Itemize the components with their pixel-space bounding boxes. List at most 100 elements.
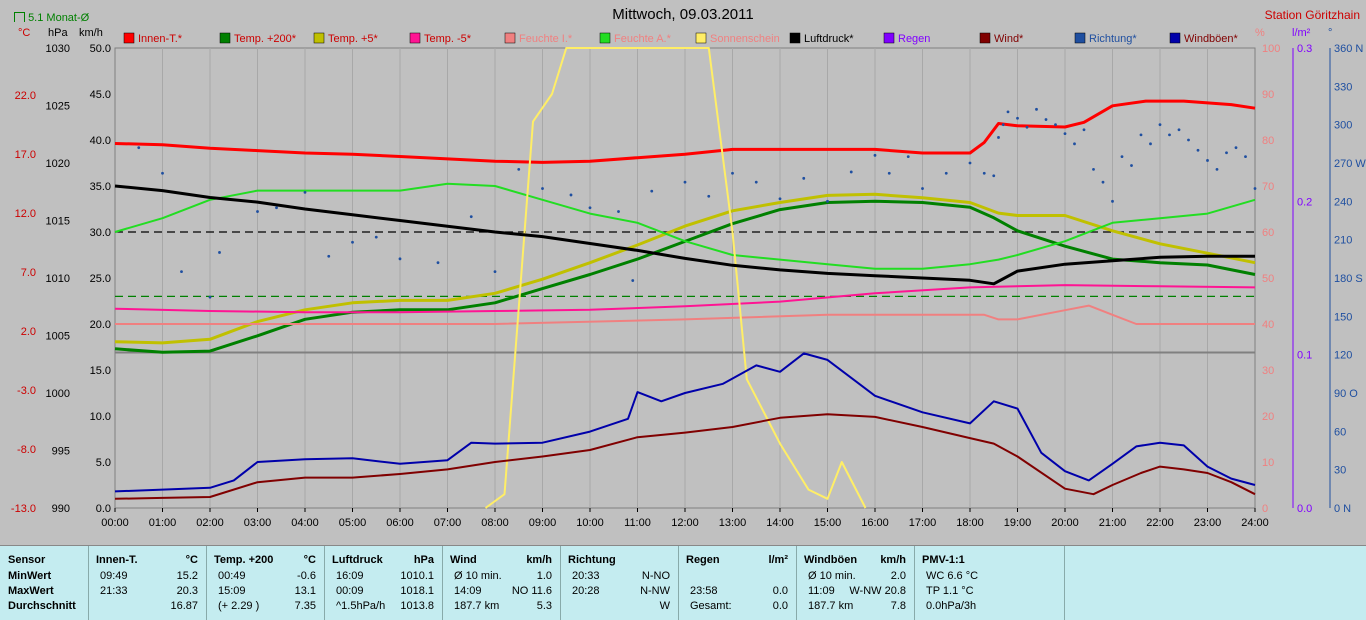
stats-row-label: 15:09 — [218, 585, 246, 597]
stats-row-label: 11:09 — [808, 585, 835, 597]
unit-percent: % — [1255, 27, 1265, 39]
direction-point — [873, 153, 877, 157]
stats-row-value: 7.35 — [294, 600, 316, 612]
stats-column: Innen-T. °C 09:49 15.2 21:33 20.3 16.87 — [88, 546, 207, 620]
stats-column-title: PMV-1:1 — [922, 554, 965, 566]
direction-point — [826, 199, 829, 203]
stats-row-value: W — [659, 600, 670, 612]
direction-point — [218, 251, 221, 254]
x-tick-label: 04:00 — [291, 517, 319, 529]
direction-point — [469, 215, 473, 219]
humidity-axis-label: 70 — [1262, 181, 1274, 193]
wind-axis-label: 40.0 — [90, 135, 111, 147]
humidity-axis-label: 50 — [1262, 273, 1274, 285]
stats-row-value: NO 11.6 — [511, 585, 552, 597]
x-tick-label: 18:00 — [956, 517, 984, 529]
stats-row-value: 13.1 — [294, 585, 316, 597]
stats-column-title: Richtung — [568, 554, 616, 566]
direction-point — [137, 146, 141, 150]
direction-axis-label: 60 — [1334, 426, 1346, 438]
x-tick-label: 23:00 — [1194, 517, 1222, 529]
legend-label: Regen — [898, 33, 930, 45]
wind-axis-label: 0.0 — [96, 503, 111, 515]
direction-point — [631, 279, 635, 282]
direction-point — [1073, 142, 1076, 146]
direction-point — [256, 210, 259, 213]
pressure-axis-label: 1010 — [46, 273, 70, 285]
x-tick-label: 16:00 — [861, 517, 889, 529]
wind-axis-label: 45.0 — [90, 89, 111, 101]
weather-chart: 00:00 01:00 02:00 03:00 04:00 05:00 06:00 07:00… — [11, 32, 1366, 529]
humidity-axis-label: 80 — [1262, 135, 1274, 147]
stats-column: Richtung 20:33 N-NO 20:28 N-NW W — [560, 546, 679, 620]
direction-point — [1120, 155, 1124, 159]
temp-axis-label: 17.0 — [15, 149, 36, 161]
direction-axis-label: 90 O — [1334, 388, 1358, 400]
temp-axis-label: -3.0 — [17, 385, 36, 397]
direction-point — [275, 206, 278, 210]
stats-row-value: 1.0 — [536, 570, 552, 582]
direction-axis-label: 300 — [1334, 120, 1352, 132]
pressure-axis-label: 1025 — [46, 101, 70, 113]
x-tick-label: 00:00 — [101, 517, 129, 529]
x-tick-label: 14:00 — [766, 517, 794, 529]
direction-point — [1139, 133, 1143, 137]
stats-row-value: 20.3 — [176, 585, 198, 597]
direction-point — [541, 187, 544, 190]
legend-swatch — [599, 32, 611, 44]
pressure-axis-label: 995 — [52, 446, 70, 458]
legend-swatch — [695, 32, 707, 44]
unit-lm2: l/m² — [1292, 27, 1311, 39]
stats-column: Sensor MinWert MaxWert Durchschnitt — [0, 546, 89, 620]
rain-axis-label: 0.0 — [1297, 503, 1312, 515]
series-line — [114, 413, 1256, 500]
direction-point — [436, 261, 440, 265]
direction-point — [1092, 167, 1095, 171]
x-tick-label: 22:00 — [1146, 517, 1174, 529]
x-tick-label: 19:00 — [1004, 517, 1032, 529]
stats-row-label: 21:33 — [100, 585, 128, 597]
direction-point — [1111, 199, 1114, 203]
direction-point — [398, 257, 402, 261]
direction-point — [997, 136, 1000, 139]
legend-swatch — [313, 32, 325, 44]
direction-point — [982, 171, 986, 175]
stats-row-label: 0.0hPa/3h — [926, 600, 977, 612]
series-line — [114, 284, 1256, 314]
direction-point — [968, 161, 972, 165]
pressure-axis-label: 1030 — [46, 43, 70, 55]
wind-axis-label: 10.0 — [90, 411, 111, 423]
direction-axis-label: 330 — [1334, 81, 1352, 93]
stats-row-label: Ø 10 min. — [454, 570, 502, 582]
humidity-axis-label: 60 — [1262, 227, 1274, 239]
stats-row-label: ^1.5hPa/h — [336, 600, 386, 612]
stats-column-unit: km/h — [880, 554, 906, 566]
direction-point — [161, 171, 164, 175]
x-tick-label: 11:00 — [624, 517, 651, 529]
legend-label: Temp. -5* — [424, 33, 472, 45]
x-tick-label: 08:00 — [481, 517, 509, 529]
rain-axis-label: 0.2 — [1297, 196, 1312, 208]
legend-label: Temp. +200* — [234, 33, 297, 45]
direction-point — [1006, 110, 1010, 114]
series-line — [114, 99, 1256, 164]
series-line — [114, 352, 1256, 493]
chart-title: Mittwoch, 09.03.2011 — [612, 6, 754, 23]
x-tick-label: 12:00 — [671, 517, 699, 529]
legend-label: Luftdruck* — [804, 33, 854, 45]
direction-point — [1130, 164, 1133, 167]
series-line — [114, 184, 1255, 286]
stats-column-unit: km/h — [526, 554, 552, 566]
stats-column: Wind km/h Ø 10 min. 1.0 14:09 NO 11.6 187.7 km… — [442, 546, 561, 620]
legend-label: Temp. +5* — [328, 33, 379, 45]
direction-point — [650, 189, 654, 193]
x-tick-label: 15:00 — [814, 517, 842, 529]
unit-kmh: km/h — [79, 27, 103, 39]
legend-label: Innen-T.* — [138, 33, 183, 45]
series-line — [114, 192, 1256, 345]
legend-label: Windböen* — [1184, 33, 1239, 45]
x-tick-label: 20:00 — [1051, 517, 1079, 529]
legend-label: Sonnenschein — [710, 33, 780, 45]
month-average-legend: 5.1 Monat-Ø — [14, 12, 89, 24]
direction-point — [588, 206, 592, 210]
